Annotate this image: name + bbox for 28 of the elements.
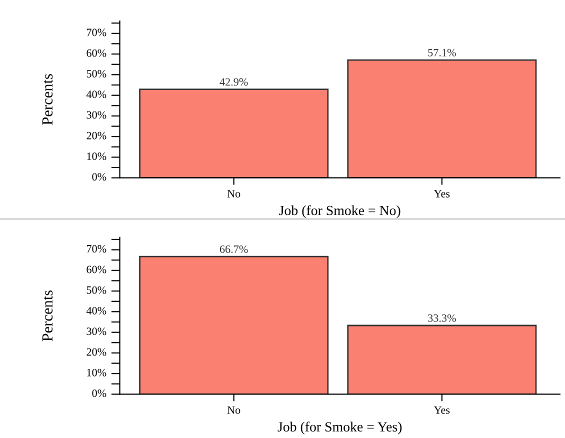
y-tick-label: 10% bbox=[87, 368, 106, 376]
y-tick-label: 50% bbox=[86, 286, 106, 294]
data-label: 57.1% bbox=[428, 48, 456, 56]
data-label: 66.7% bbox=[220, 245, 248, 253]
y-tick-label: 30% bbox=[86, 111, 106, 119]
y-tick-label: 70% bbox=[86, 245, 106, 253]
x-tick-label: No bbox=[227, 190, 240, 198]
data-label: 33.3% bbox=[428, 314, 456, 322]
x-tick-label: Yes bbox=[434, 190, 450, 198]
data-label: 42.9% bbox=[220, 78, 248, 86]
y-tick-label: 60% bbox=[86, 266, 106, 274]
y-tick-label: 20% bbox=[86, 132, 106, 140]
x-tick-label: No bbox=[227, 406, 240, 414]
y-axis-title: Percents bbox=[42, 74, 53, 125]
y-tick-label: 0% bbox=[92, 173, 106, 181]
x-axis-title: Job (for Smoke = No) bbox=[279, 205, 400, 218]
y-tick-label: 20% bbox=[86, 348, 106, 356]
x-tick-label: Yes bbox=[434, 406, 450, 414]
y-tick-label: 70% bbox=[86, 28, 106, 36]
y-tick-label: 40% bbox=[86, 306, 106, 314]
y-tick-label: 40% bbox=[86, 90, 106, 98]
x-axis-title: Job (for Smoke = Yes) bbox=[278, 422, 402, 434]
y-tick-label: 50% bbox=[86, 70, 106, 78]
y-axis-title: Percents bbox=[42, 290, 53, 342]
y-tick-label: 30% bbox=[86, 328, 106, 336]
y-tick-label: 60% bbox=[86, 49, 106, 57]
y-tick-label: 0% bbox=[92, 389, 106, 398]
y-tick-label: 10% bbox=[87, 152, 106, 160]
